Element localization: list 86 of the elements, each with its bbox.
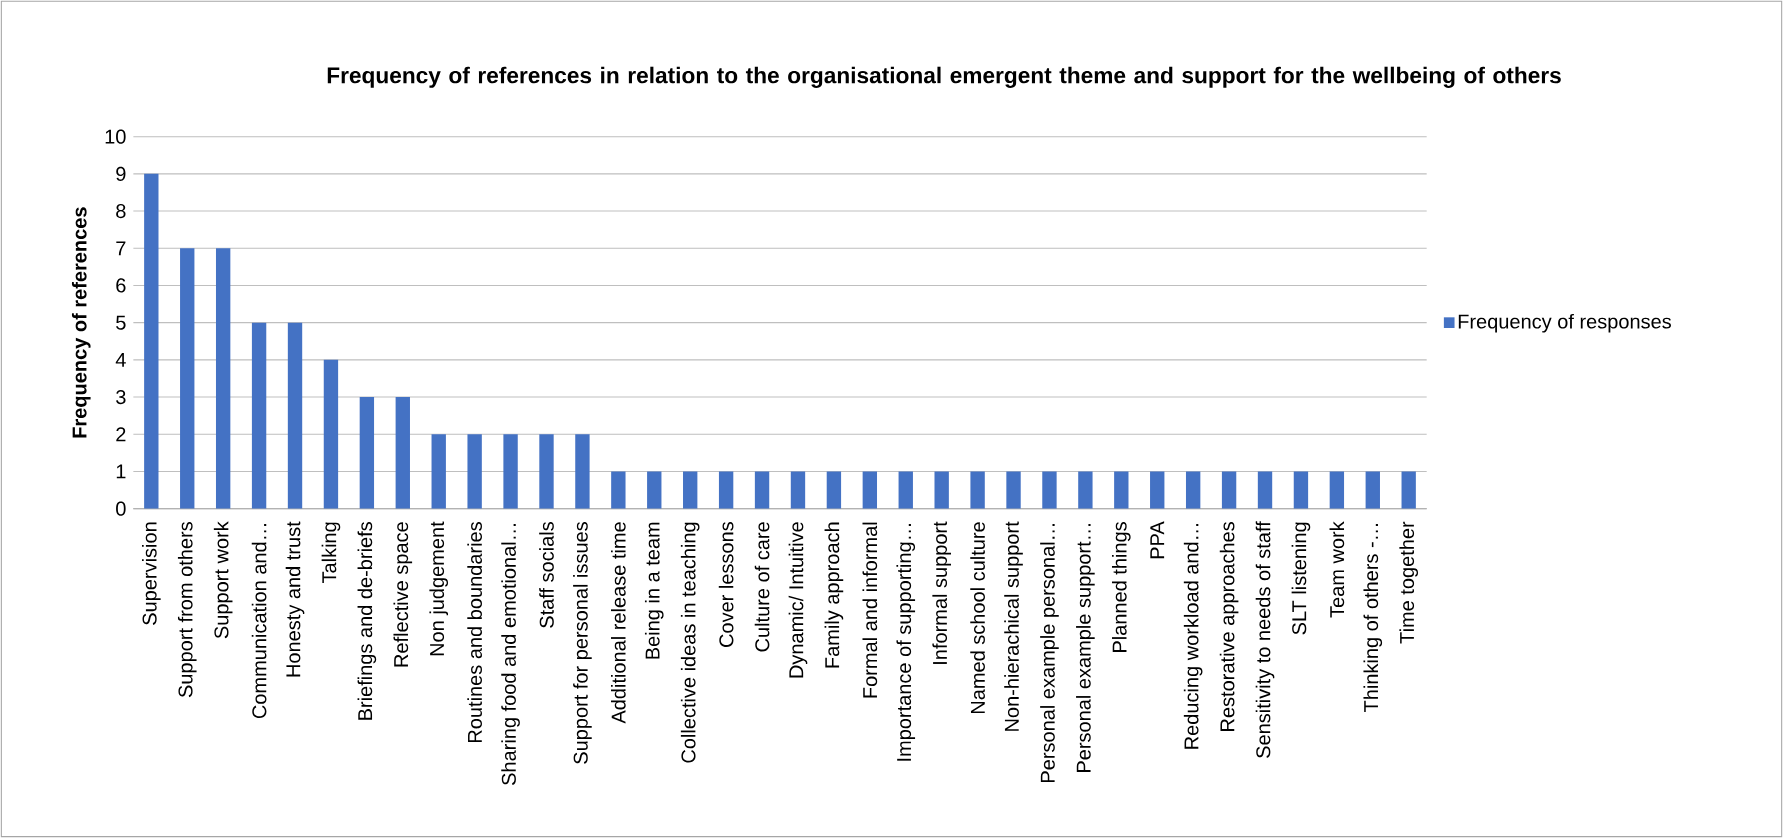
bar — [431, 434, 446, 509]
y-tick-label: 0 — [116, 501, 126, 516]
bar — [287, 322, 303, 509]
y-tick-label: 1 — [116, 464, 126, 479]
bar — [754, 471, 770, 509]
bar — [395, 397, 410, 509]
bar — [683, 471, 698, 509]
x-tick-label: Team work — [1329, 521, 1345, 618]
x-tick-label: Personal example personal… — [1040, 524, 1059, 783]
y-tick-label: 6 — [116, 278, 126, 293]
chart-title: Frequency of references in relation to the organisational emergent theme and support for the wellbeing of others — [327, 66, 1561, 88]
bar — [1006, 471, 1021, 509]
x-tick-label: Importance of supporting… — [896, 524, 916, 761]
x-tick-label: Sensitivity to needs of staff — [1255, 521, 1275, 758]
bar — [1293, 471, 1309, 509]
bar — [1114, 471, 1129, 509]
x-tick-label: Non judgement — [429, 521, 449, 656]
bar — [1257, 471, 1273, 509]
x-tick-label: Thinking of others -… — [1363, 524, 1383, 713]
bar — [790, 471, 806, 509]
x-tick-label: Talking — [321, 522, 341, 584]
bar — [180, 248, 195, 509]
x-tick-label: SLT listening — [1291, 522, 1311, 635]
x-tick-label: Collective ideas in teaching — [680, 522, 700, 763]
bar — [1221, 471, 1237, 509]
x-tick-label: Restorative approaches — [1219, 522, 1239, 731]
x-tick-label: PPA — [1150, 521, 1165, 559]
bar — [898, 471, 913, 509]
bar — [970, 471, 985, 509]
bar — [647, 471, 662, 509]
x-tick-label: Time together — [1399, 521, 1419, 644]
x-tick-label: Staff socials — [539, 522, 554, 628]
x-tick-label: Honesty and trust — [285, 521, 305, 677]
bar — [1078, 471, 1093, 509]
x-tick-label: Formal and informal — [862, 522, 878, 698]
y-tick-label: 8 — [116, 203, 126, 219]
bar — [611, 471, 626, 509]
bar — [323, 359, 339, 509]
bar — [1185, 471, 1201, 509]
y-tick-label: 9 — [116, 166, 126, 181]
x-tick-label: Additional release time — [611, 522, 626, 724]
x-tick-label: Non-hierachical support — [1004, 521, 1023, 731]
x-tick-label: Support for personal issues — [573, 522, 592, 764]
x-tick-label: Personal example support… — [1076, 524, 1095, 772]
y-tick-label: 4 — [115, 352, 126, 367]
bar — [1401, 471, 1416, 509]
y-tick-label: 7 — [116, 241, 126, 256]
x-tick-label: Supervision — [141, 522, 161, 625]
bar — [251, 322, 267, 509]
y-tick-label: 10 — [105, 129, 126, 144]
bar — [862, 471, 878, 509]
bar — [934, 471, 949, 509]
y-tick-label: 3 — [116, 389, 126, 405]
x-tick-label: Support from others — [177, 522, 197, 698]
bar — [1329, 471, 1345, 509]
x-tick-label: Briefings and de-briefs — [357, 522, 377, 720]
bar — [539, 434, 554, 509]
x-tick-label: Support work — [213, 521, 233, 639]
bar — [144, 173, 159, 509]
bar — [467, 434, 482, 509]
bar — [503, 434, 518, 509]
x-tick-label: Informal support — [932, 521, 951, 664]
x-tick-label: Communication and… — [251, 524, 267, 719]
x-tick-label: Reflective space — [393, 522, 413, 667]
x-tick-label: Planned things — [1111, 522, 1131, 652]
x-tick-label: Named school culture — [970, 522, 985, 714]
y-tick-label: 5 — [116, 315, 126, 330]
bar — [826, 471, 842, 509]
x-tick-label: Family approach — [824, 522, 844, 668]
bar — [575, 434, 590, 509]
legend-label: Frequency of responses — [1458, 313, 1671, 333]
x-tick-label: Culture of care — [754, 522, 770, 652]
x-tick-label: Cover lessons — [718, 522, 734, 647]
x-tick-label: Being in a team — [644, 522, 664, 659]
bar — [1042, 471, 1057, 509]
y-axis-title: Frequency of references — [71, 207, 91, 438]
x-tick-label: Sharing food and emotional… — [501, 524, 520, 785]
y-tick-label: 2 — [116, 427, 126, 442]
bar — [1150, 471, 1165, 509]
bar — [359, 397, 375, 509]
x-tick-label: Dynamic/ Intuitive — [788, 522, 808, 678]
bar — [1365, 471, 1380, 509]
x-tick-label: Reducing workload and… — [1183, 524, 1203, 749]
bar — [215, 248, 231, 509]
bar — [718, 471, 734, 509]
x-tick-label: Routines and boundaries — [467, 522, 482, 743]
